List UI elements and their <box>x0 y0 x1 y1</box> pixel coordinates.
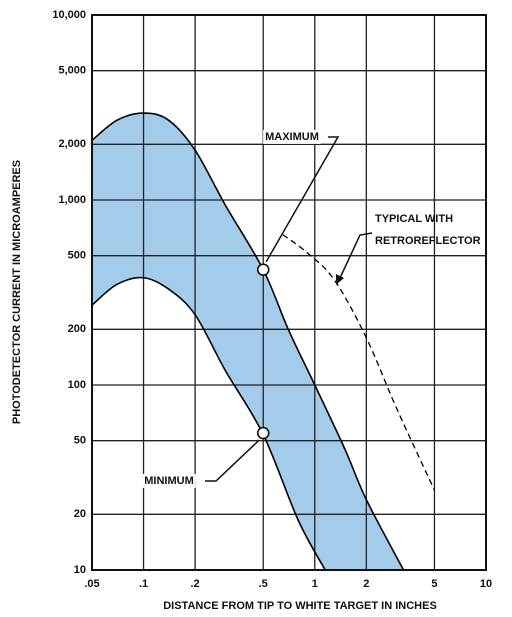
y-tick-label: 200 <box>68 323 86 335</box>
marker <box>256 263 270 276</box>
x-tick-label: 10 <box>480 578 492 590</box>
y-tick-label: 2,000 <box>58 138 86 150</box>
x-tick-label: 5 <box>431 578 437 590</box>
curve <box>91 112 405 571</box>
x-tick-label: 1 <box>312 578 318 590</box>
y-tick-label: 50 <box>74 435 86 447</box>
marker <box>256 426 270 440</box>
y-tick-label: 20 <box>74 508 86 520</box>
leader-line <box>265 136 340 263</box>
x-axis-label: DISTANCE FROM TIP TO WHITE TARGET IN INC… <box>163 600 437 612</box>
curve <box>282 234 436 491</box>
x-tick-label: .1 <box>139 578 148 590</box>
arrow-head <box>336 274 344 285</box>
annotation: MAXIMUM <box>265 131 319 143</box>
y-tick-label: 10,000 <box>52 9 86 21</box>
annotation-bg <box>263 129 321 144</box>
x-tick-label: 2 <box>363 578 369 590</box>
y-tick-label: 100 <box>68 379 86 391</box>
y-tick-label: 500 <box>68 250 86 262</box>
y-tick-label: 5,000 <box>58 65 86 77</box>
band-fill <box>92 113 404 571</box>
annotation: MINIMUM <box>144 475 194 487</box>
y-axis-label: PHOTODETECTOR CURRENT IN MICROAMPERES <box>11 160 23 424</box>
y-tick-label: 10 <box>74 564 86 576</box>
x-tick-label: .2 <box>190 578 199 590</box>
annotation-bg <box>142 473 196 488</box>
annotation: TYPICAL WITH <box>375 213 453 225</box>
x-tick-label: .5 <box>259 578 268 590</box>
annotation: RETROREFLECTOR <box>375 235 481 247</box>
curve <box>91 276 326 571</box>
y-tick-label: 1,000 <box>58 194 86 206</box>
leader-line <box>339 232 373 279</box>
leader-line <box>205 439 260 482</box>
x-tick-label: .05 <box>84 578 99 590</box>
plot-frame <box>91 14 487 571</box>
